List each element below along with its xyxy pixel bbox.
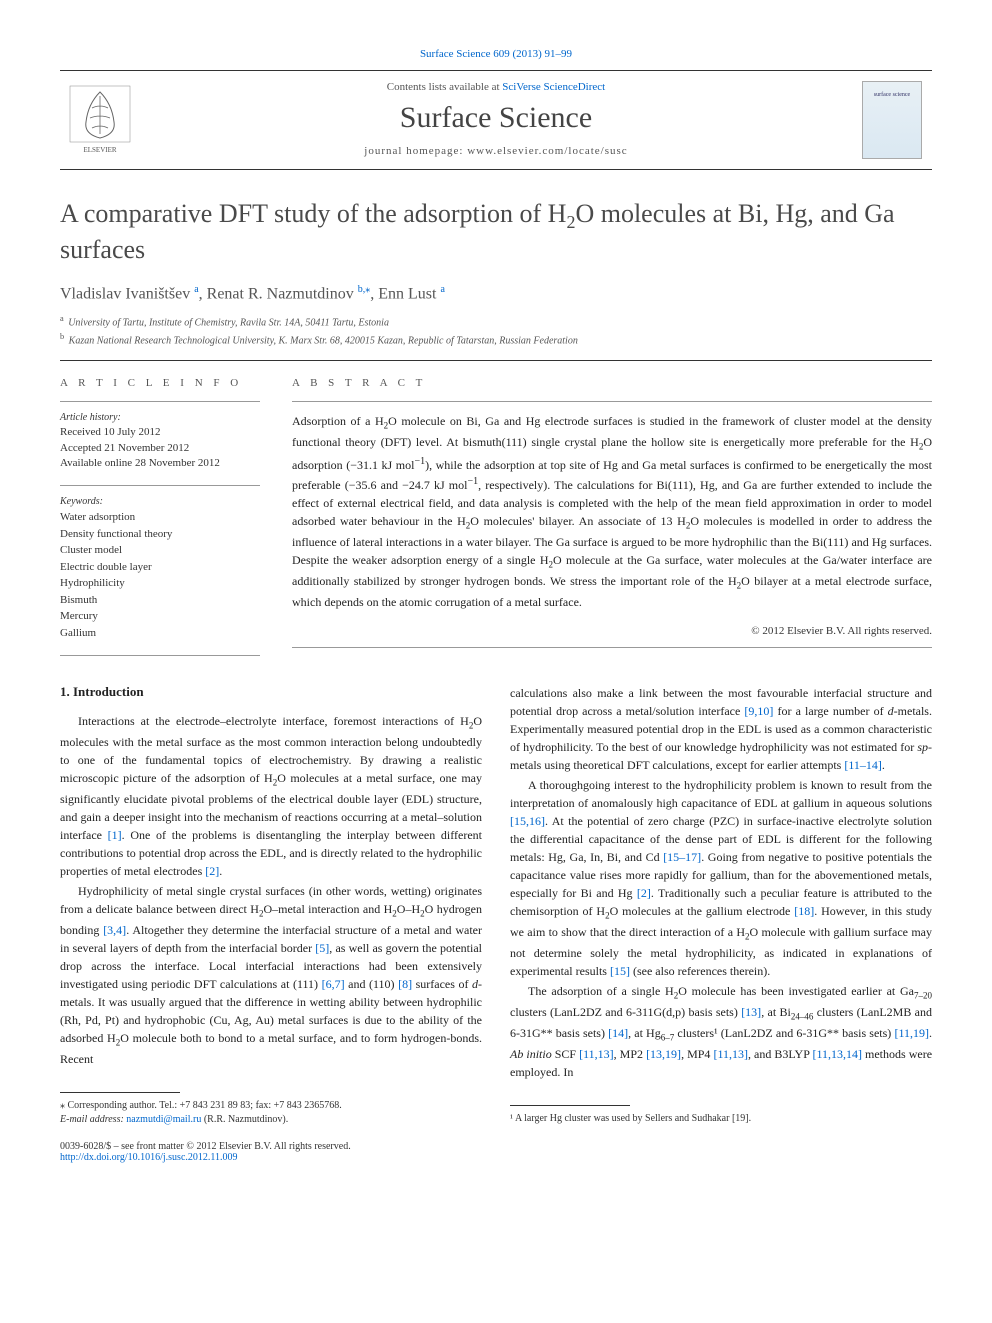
doi-link[interactable]: http://dx.doi.org/10.1016/j.susc.2012.11… xyxy=(60,1152,351,1163)
authors-line: Vladislav Ivaništšev a, Renat R. Nazmutd… xyxy=(60,284,932,303)
issn-copyright-line: 0039-6028/$ – see front matter © 2012 El… xyxy=(60,1141,351,1152)
article-title: A comparative DFT study of the adsorptio… xyxy=(60,198,932,266)
divider xyxy=(60,360,932,361)
history-online: Available online 28 November 2012 xyxy=(60,456,260,471)
elsevier-logo: ELSEVIER xyxy=(60,71,140,169)
footnote-divider xyxy=(60,1092,180,1093)
svg-text:ELSEVIER: ELSEVIER xyxy=(83,146,116,154)
intro-para-1: Interactions at the electrode–electrolyt… xyxy=(60,712,482,880)
email-link[interactable]: nazmutdi@mail.ru xyxy=(126,1114,201,1125)
affiliation-b: b Kazan National Research Technological … xyxy=(60,332,932,346)
body-left-column: 1. Introduction Interactions at the elec… xyxy=(60,684,482,1127)
article-history-label: Article history: xyxy=(60,412,260,423)
intro-para-2: Hydrophilicity of metal single crystal s… xyxy=(60,882,482,1068)
affiliation-a: a University of Tartu, Institute of Chem… xyxy=(60,314,932,328)
body-right-column: calculations also make a link between th… xyxy=(510,684,932,1127)
top-citation: Surface Science 609 (2013) 91–99 xyxy=(60,48,932,60)
abstract-copyright: © 2012 Elsevier B.V. All rights reserved… xyxy=(292,625,932,637)
section-1-heading: 1. Introduction xyxy=(60,684,482,700)
history-received: Received 10 July 2012 xyxy=(60,425,260,440)
footnote-divider-right xyxy=(510,1105,630,1106)
article-info-heading: A R T I C L E I N F O xyxy=(60,377,260,389)
intro-para-3: calculations also make a link between th… xyxy=(510,684,932,774)
keywords-label: Keywords: xyxy=(60,496,260,507)
intro-para-5: The adsorption of a single H2O molecule … xyxy=(510,982,932,1081)
journal-header: ELSEVIER Contents lists available at Sci… xyxy=(60,70,932,170)
journal-cover-thumbnail: surface science xyxy=(852,71,932,169)
corresponding-author-footnote: ⁎ Corresponding author. Tel.: +7 843 231… xyxy=(60,1099,482,1127)
keywords-list: Water adsorption Density functional theo… xyxy=(60,509,260,641)
abstract-column: A B S T R A C T Adsorption of a H2O mole… xyxy=(292,377,932,656)
page-footer: 0039-6028/$ – see front matter © 2012 El… xyxy=(60,1141,932,1163)
intro-para-4: A thoroughgoing interest to the hydrophi… xyxy=(510,776,932,980)
journal-homepage: journal homepage: www.elsevier.com/locat… xyxy=(140,145,852,157)
contents-available-line: Contents lists available at SciVerse Sci… xyxy=(140,81,852,93)
article-info-column: A R T I C L E I N F O Article history: R… xyxy=(60,377,260,656)
abstract-heading: A B S T R A C T xyxy=(292,377,932,389)
abstract-text: Adsorption of a H2O molecule on Bi, Ga a… xyxy=(292,412,932,610)
scidirect-link[interactable]: SciVerse ScienceDirect xyxy=(502,81,605,93)
footnote-1: ¹ A larger Hg cluster was used by Seller… xyxy=(510,1112,932,1126)
history-accepted: Accepted 21 November 2012 xyxy=(60,441,260,456)
journal-name: Surface Science xyxy=(140,101,852,135)
